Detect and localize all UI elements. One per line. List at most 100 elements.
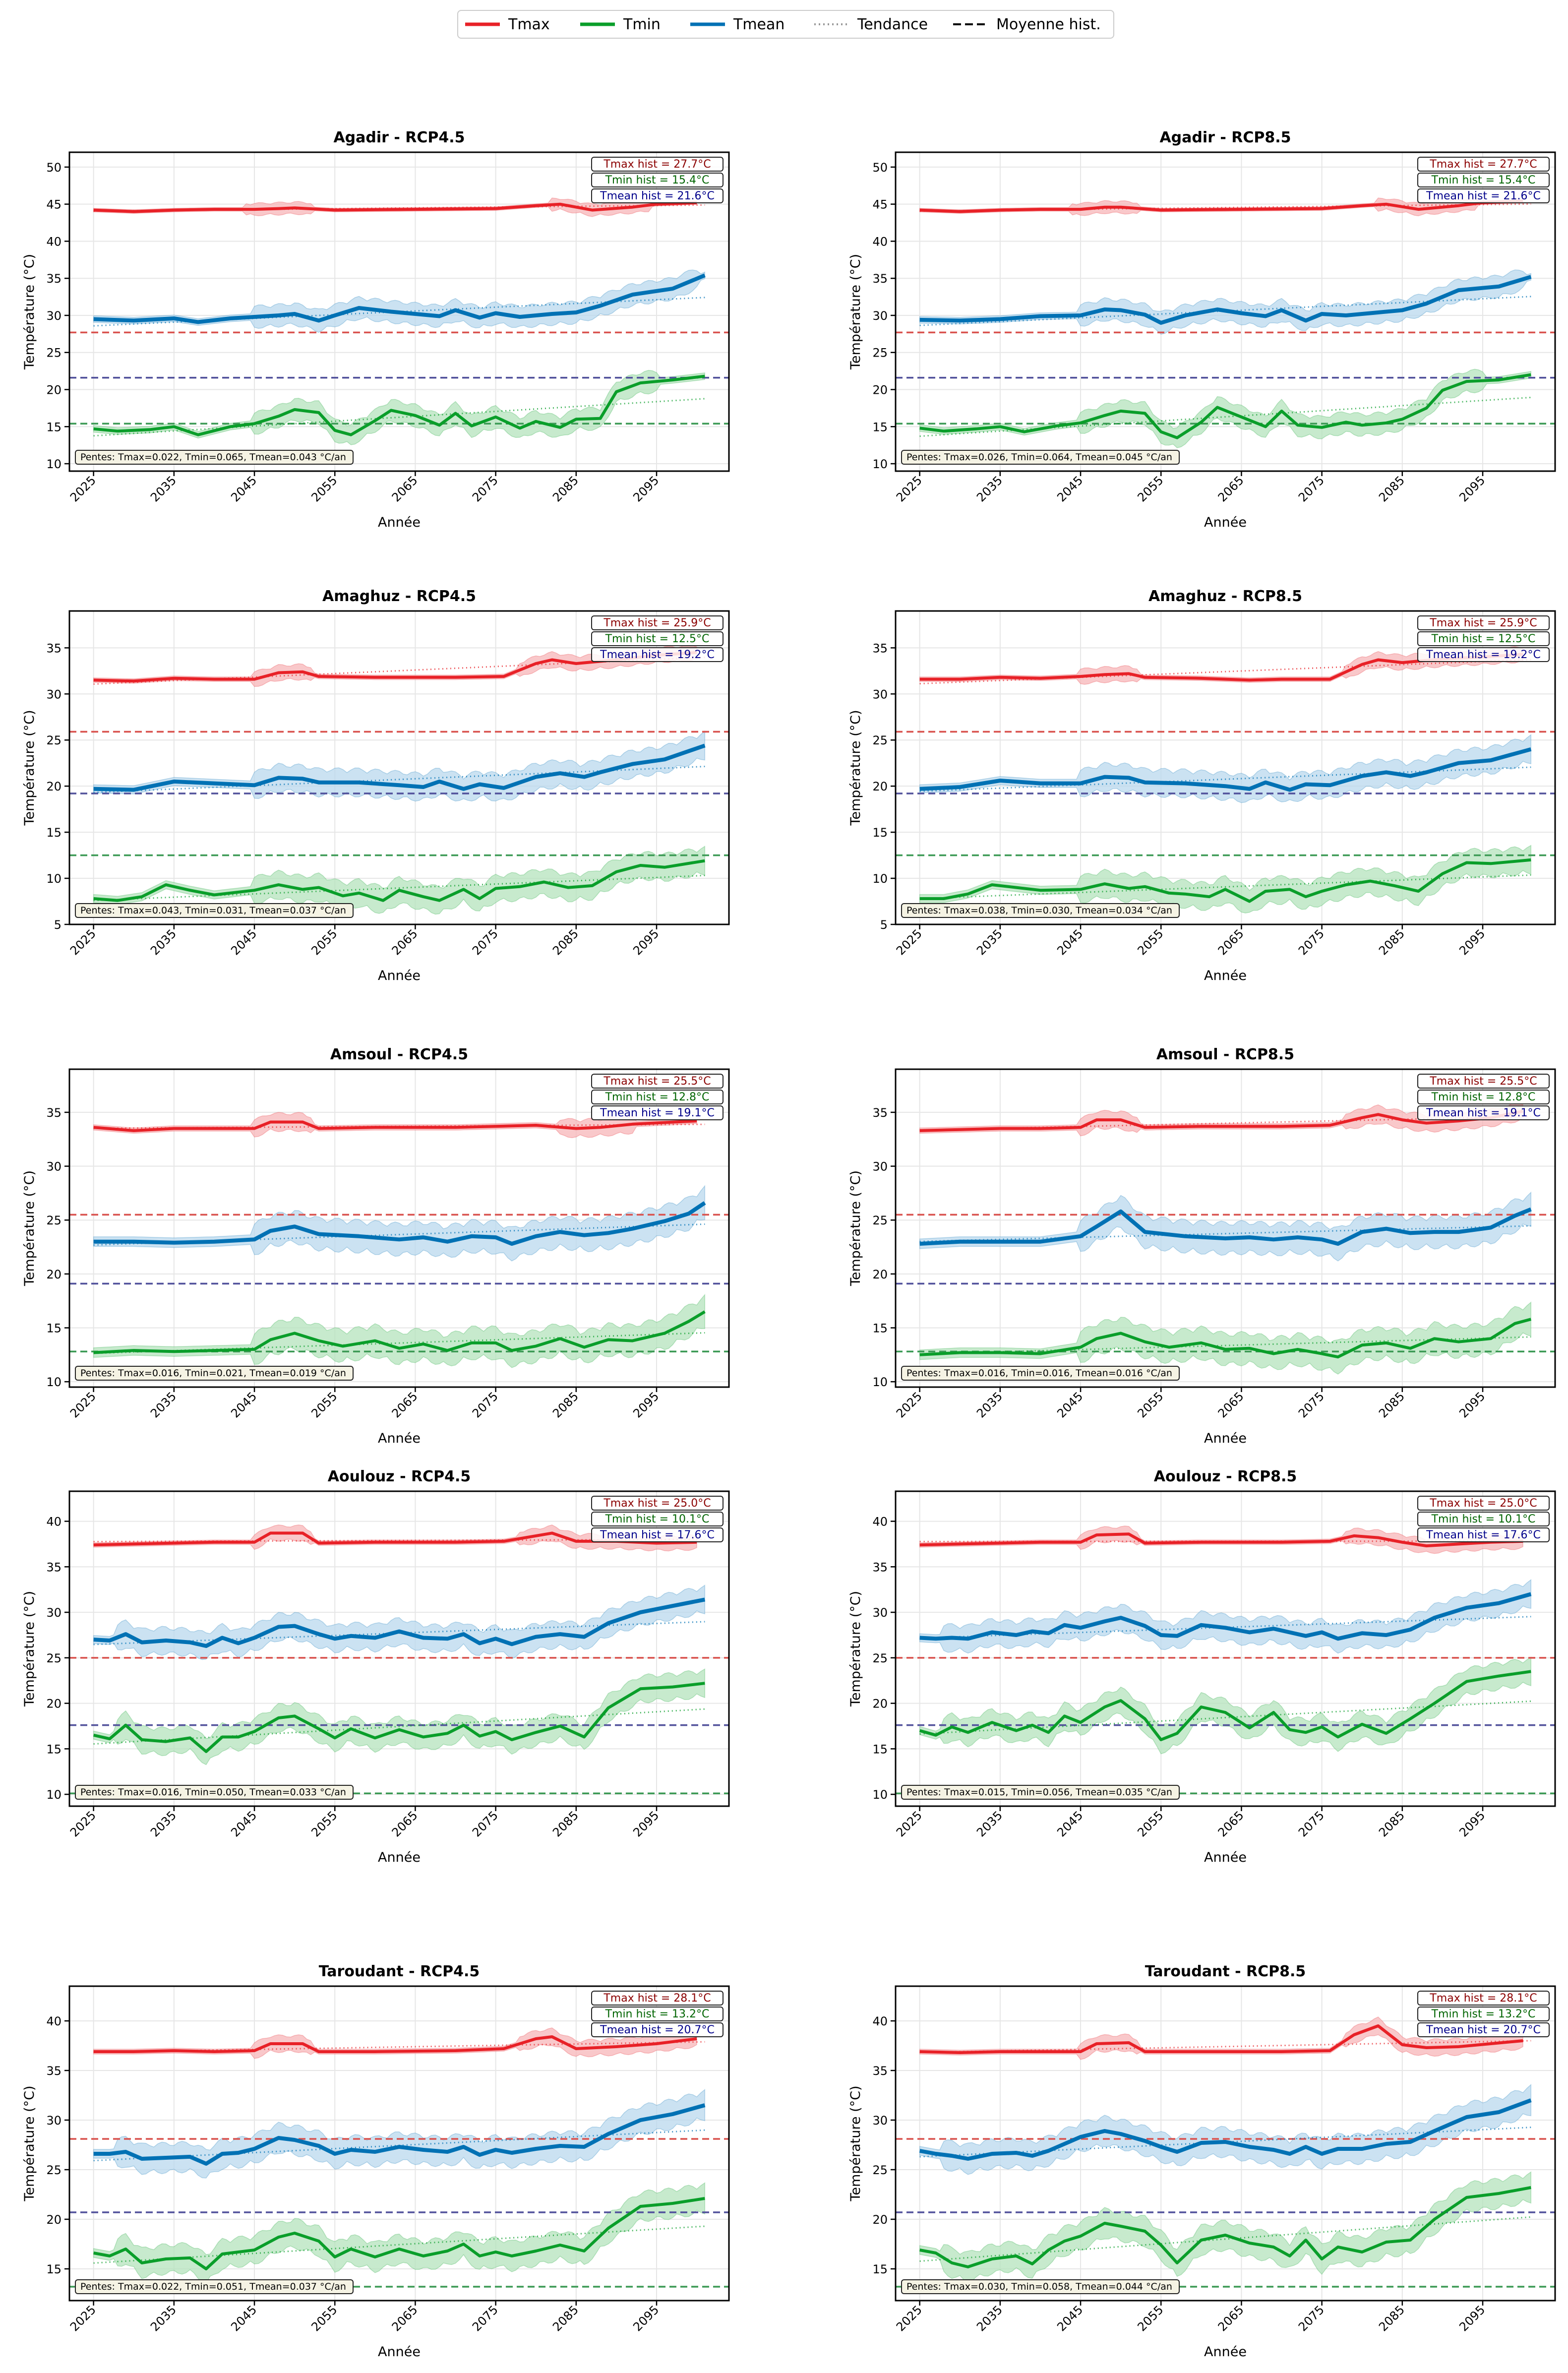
- tmax-trend-line: [93, 1538, 705, 1543]
- x-tick-label: 2055: [1135, 2303, 1166, 2334]
- y-tick-label: 15: [872, 420, 888, 434]
- hist-value-box: [591, 615, 724, 630]
- hist-value-box: [1417, 157, 1550, 172]
- tmean-series-line: [93, 2103, 706, 2166]
- tmin-uncertainty-band: [919, 2171, 1532, 2283]
- y-tick-label: 30: [872, 309, 888, 323]
- slopes-label: Pentes: Tmax=0.022, Tmin=0.051, Tmean=0.…: [80, 2281, 346, 2292]
- tmax-trend-line: [93, 2041, 705, 2053]
- x-tick-label: 2055: [308, 473, 340, 504]
- tmin-series-line: [919, 1670, 1531, 1741]
- plot-frame: [68, 151, 730, 472]
- x-tick-label: 2035: [148, 926, 179, 958]
- x-tick-label: 2085: [1376, 1808, 1407, 1839]
- y-tick-label: 25: [872, 2163, 888, 2177]
- tmax-series-line: [93, 1531, 697, 1547]
- x-tick-label: 2045: [1054, 1808, 1086, 1839]
- y-tick-label: 20: [872, 1268, 888, 1281]
- y-tick-label: 30: [46, 687, 61, 701]
- x-tick-label: 2045: [228, 473, 259, 504]
- x-tick-label: 2065: [1215, 2303, 1247, 2334]
- x-tick-label: 2045: [228, 926, 259, 958]
- x-axis-label: Année: [1204, 968, 1247, 983]
- tmax-series-line: [919, 199, 1523, 213]
- slopes-box: [901, 1366, 1180, 1381]
- hist-value-label: Tmin hist = 13.2°C: [605, 2008, 710, 2020]
- tmean-uncertainty-band: [93, 730, 706, 802]
- hist-value-label: Tmean hist = 21.6°C: [600, 190, 715, 202]
- hist-value-label: Tmax hist = 27.7°C: [603, 158, 711, 171]
- hist-value-label: Tmax hist = 25.5°C: [1429, 1075, 1537, 1088]
- slopes-box: [75, 1366, 354, 1381]
- x-tick-label: 2085: [550, 473, 581, 504]
- plot-frame: [895, 1490, 1556, 1807]
- y-tick-label: 35: [872, 641, 888, 655]
- tmin-series-line: [93, 859, 705, 902]
- x-tick-label: 2095: [630, 1808, 662, 1839]
- y-tick-label: 35: [872, 2064, 888, 2078]
- x-axis-label: Année: [378, 1431, 421, 1446]
- x-tick-label: 2085: [1376, 2303, 1407, 2334]
- x-tick-label: 2095: [1456, 1808, 1488, 1839]
- x-tick-label: 2065: [389, 1808, 421, 1839]
- tmean-trend-line: [93, 766, 705, 793]
- tmax-trend-line: [919, 2040, 1531, 2054]
- tmin-trend-line: [93, 2225, 705, 2264]
- x-tick-label: 2095: [630, 926, 662, 958]
- tmean-trend-line: [919, 1225, 1531, 1242]
- hist-value-label: Tmax hist = 25.0°C: [603, 1497, 711, 1510]
- x-tick-label: 2065: [1215, 926, 1247, 958]
- tmean-series-line: [93, 273, 706, 324]
- y-tick-label: 10: [46, 1375, 61, 1389]
- hist-value-box: [1417, 173, 1550, 187]
- slopes-box: [75, 1785, 354, 1800]
- y-tick-label: 20: [46, 383, 61, 397]
- x-tick-label: 2065: [1215, 1389, 1247, 1420]
- tmax-series-line: [919, 653, 1523, 682]
- hist-value-box: [591, 2007, 724, 2021]
- hist-value-box: [591, 1074, 724, 1089]
- hist-value-label: Tmean hist = 19.1°C: [1426, 1107, 1541, 1119]
- panel-title: Amaghuz - RCP8.5: [1148, 588, 1302, 605]
- y-tick-label: 15: [872, 2262, 888, 2276]
- x-tick-label: 2025: [67, 2303, 99, 2334]
- x-tick-label: 2095: [630, 473, 662, 504]
- y-tick-label: 50: [872, 161, 888, 175]
- slopes-box: [901, 2279, 1180, 2294]
- x-tick-label: 2075: [1296, 1389, 1327, 1420]
- tmean-series-line: [93, 1597, 706, 1648]
- x-tick-label: 2035: [148, 473, 179, 504]
- tmean-uncertainty-band: [919, 2083, 1532, 2175]
- y-tick-label: 10: [46, 457, 61, 471]
- y-tick-label: 15: [46, 826, 61, 840]
- x-tick-label: 2085: [1376, 1389, 1407, 1420]
- y-tick-label: 20: [872, 1697, 888, 1711]
- hist-value-box: [591, 1496, 724, 1511]
- plot-frame: [895, 610, 1556, 925]
- y-tick-label: 35: [872, 272, 888, 286]
- panel-title: Amaghuz - RCP4.5: [322, 588, 476, 605]
- y-tick-label: 40: [872, 2014, 888, 2028]
- tmax-series-line: [93, 1119, 697, 1132]
- hist-value-box: [591, 173, 724, 187]
- y-tick-label: 35: [46, 1560, 61, 1574]
- x-tick-label: 2045: [228, 1808, 259, 1839]
- tmean-series-line: [93, 1201, 706, 1246]
- x-tick-label: 2025: [67, 926, 99, 958]
- y-tick-label: 25: [46, 1651, 61, 1665]
- y-tick-label: 25: [872, 346, 888, 360]
- tmin-uncertainty-band: [93, 1293, 706, 1368]
- tmin-series-line: [93, 2197, 705, 2270]
- y-tick-label: 10: [872, 1788, 888, 1802]
- y-tick-label: 35: [46, 1106, 61, 1120]
- x-tick-label: 2085: [1376, 473, 1407, 504]
- hist-value-box: [1417, 615, 1550, 630]
- x-tick-label: 2035: [148, 1808, 179, 1839]
- y-tick-label: 15: [872, 826, 888, 840]
- slopes-label: Pentes: Tmax=0.030, Tmin=0.058, Tmean=0.…: [906, 2281, 1172, 2292]
- x-tick-label: 2075: [470, 1808, 501, 1839]
- legend-label: Tmax: [508, 16, 550, 33]
